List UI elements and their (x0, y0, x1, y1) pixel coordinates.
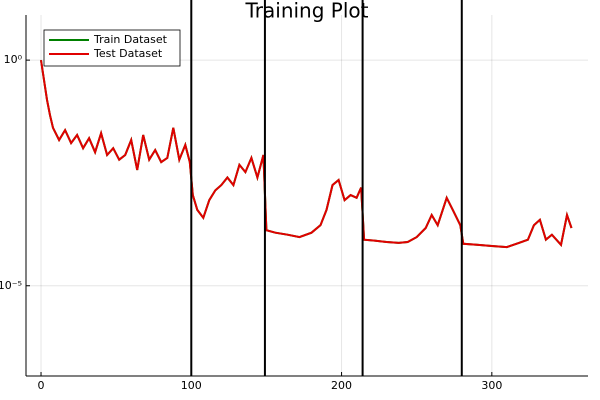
x-tick-label: 300 (481, 379, 502, 392)
legend-box (43, 29, 181, 67)
legend-label: Test Dataset (93, 47, 163, 60)
y-tick-label: 10⁻⁵ (0, 279, 22, 292)
x-tick-label: 100 (181, 379, 202, 392)
series-line (40, 59, 573, 249)
x-tick-label: 0 (38, 379, 45, 392)
legend-label: Train Dataset (93, 33, 168, 46)
x-tick-label: 200 (331, 379, 352, 392)
chart-title: Training Plot (245, 0, 369, 23)
y-tick-label: 10⁰ (4, 53, 23, 66)
